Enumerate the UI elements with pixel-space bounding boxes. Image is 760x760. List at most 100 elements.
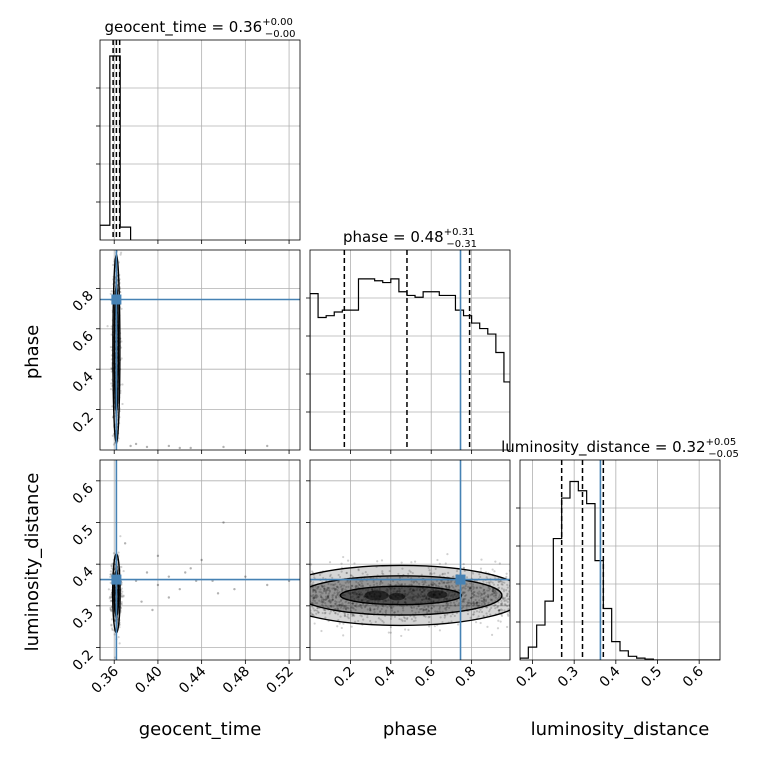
contour-2 — [339, 585, 463, 606]
sample-point — [463, 595, 467, 598]
sample-point — [109, 292, 112, 295]
sample-point — [397, 589, 400, 592]
sample-point — [492, 591, 495, 595]
sample-point — [316, 587, 319, 590]
sample-point — [338, 575, 342, 579]
sample-point — [497, 609, 500, 612]
sample-point — [475, 587, 478, 590]
sample-point — [362, 598, 365, 601]
sample-point — [417, 596, 420, 599]
sample-point — [417, 604, 421, 608]
sample-point — [446, 597, 449, 600]
sample-point — [328, 589, 331, 592]
sample-point — [491, 593, 494, 596]
sample-point — [357, 590, 360, 593]
sample-point — [396, 590, 399, 593]
sample-point — [320, 596, 323, 599]
sample-point — [443, 607, 446, 610]
sample-point — [472, 600, 475, 604]
sample-point — [471, 596, 474, 599]
sample-point — [427, 606, 430, 609]
sample-point — [452, 595, 455, 599]
xlabel-phase: phase — [383, 719, 437, 740]
sample-point — [319, 594, 322, 597]
xlabel-geocent-time: geocent_time — [139, 719, 262, 740]
sample-point — [324, 598, 327, 601]
sample-point — [402, 609, 405, 612]
sample-point — [314, 596, 317, 599]
sample-point — [503, 599, 506, 603]
sample-point — [318, 599, 321, 602]
sample-point — [431, 583, 434, 586]
sample-point — [477, 604, 481, 607]
sample-point — [323, 612, 327, 615]
sample-point — [449, 581, 452, 584]
sample-point — [466, 602, 470, 605]
sample-point — [446, 613, 449, 616]
sample-point — [480, 610, 484, 614]
sample-point — [464, 587, 467, 590]
sample-point — [410, 561, 413, 564]
sample-point — [473, 586, 476, 589]
sample-point — [427, 616, 430, 619]
sample-point — [444, 585, 448, 588]
sample-point — [448, 598, 452, 601]
sample-point — [444, 614, 447, 617]
sample-point — [461, 586, 464, 590]
sample-point — [340, 604, 343, 607]
sample-point — [334, 588, 337, 591]
sample-point — [403, 589, 406, 592]
sample-point — [346, 580, 349, 583]
sample-point — [496, 598, 499, 601]
sample-point — [412, 589, 415, 592]
sample-point — [369, 609, 372, 612]
sample-point — [478, 590, 481, 593]
sample-point — [386, 588, 389, 592]
sample-point — [502, 597, 505, 600]
sample-point — [409, 570, 412, 574]
sample-point — [500, 587, 504, 590]
sample-point — [449, 594, 452, 598]
sample-point — [453, 593, 456, 597]
sample-point — [490, 593, 494, 596]
sample-point — [358, 594, 361, 597]
sample-point — [337, 573, 340, 577]
sample-point — [479, 594, 482, 597]
sample-point — [416, 596, 419, 599]
sample-point — [475, 601, 479, 604]
sample-point — [491, 589, 494, 593]
sample-point — [465, 583, 468, 586]
sample-point — [445, 585, 448, 588]
sample-point — [411, 597, 414, 600]
sample-point — [476, 601, 479, 604]
sample-point — [361, 585, 365, 588]
sample-point — [498, 609, 501, 612]
sample-point — [322, 600, 325, 603]
sample-point — [485, 606, 488, 609]
sample-point — [310, 583, 313, 586]
sample-point — [462, 590, 465, 594]
sample-point — [412, 615, 415, 618]
sample-point — [461, 600, 464, 603]
sample-point — [329, 573, 332, 576]
ylabel-phase: phase — [22, 325, 43, 379]
sample-point — [469, 602, 472, 605]
sample-point — [355, 592, 358, 595]
sample-point — [110, 567, 113, 570]
sample-point — [353, 591, 357, 594]
sample-point — [109, 575, 112, 579]
sample-point — [120, 340, 123, 343]
sample-point — [345, 606, 348, 609]
sample-point — [497, 609, 500, 612]
sample-point — [110, 366, 113, 370]
sample-point — [357, 568, 360, 571]
sample-point — [436, 558, 439, 562]
sample-point — [334, 612, 337, 615]
sample-point — [120, 251, 123, 254]
sample-point — [120, 595, 124, 598]
sample-point — [438, 606, 442, 609]
sample-point — [438, 610, 441, 613]
sample-point — [352, 602, 355, 605]
sample-point — [324, 601, 327, 605]
sample-point — [316, 595, 319, 598]
